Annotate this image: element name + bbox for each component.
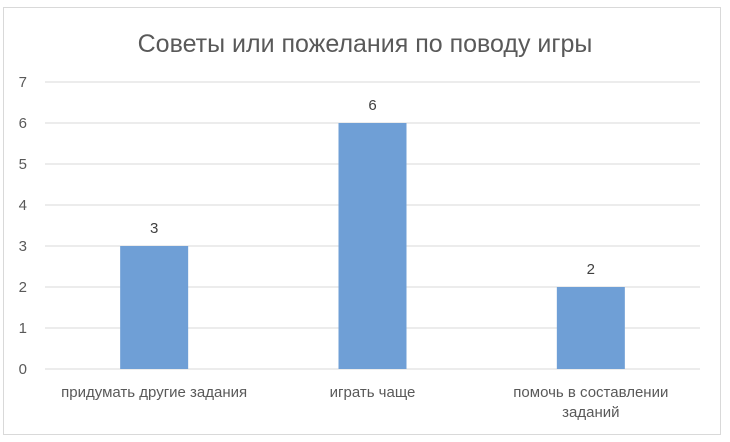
category-label: заданий	[562, 404, 619, 421]
y-tick-label: 3	[19, 238, 27, 255]
bar	[338, 123, 407, 369]
category-label: придумать другие задания	[61, 384, 247, 401]
data-label: 3	[150, 220, 158, 237]
x-axis-categories: придумать другие задания играть чаще помоч…	[61, 384, 668, 421]
y-tick-label: 0	[19, 361, 27, 378]
bar	[556, 287, 625, 369]
bars	[120, 123, 625, 369]
bar	[120, 246, 189, 369]
data-label: 2	[587, 261, 595, 278]
data-labels: 3 6 2	[150, 97, 595, 278]
chart-title: Советы или пожелания по поводу игры	[138, 30, 593, 58]
data-label: 6	[368, 97, 376, 114]
y-axis-ticks: 0 1 2 3 4 5 6 7	[19, 74, 27, 378]
y-tick-label: 2	[19, 279, 27, 296]
y-tick-label: 1	[19, 320, 27, 337]
y-tick-label: 4	[19, 197, 27, 214]
category-label: помочь в составлении	[513, 384, 668, 401]
y-tick-label: 7	[19, 74, 27, 91]
y-tick-label: 5	[19, 156, 27, 173]
category-label: играть чаще	[330, 384, 416, 401]
y-tick-label: 6	[19, 115, 27, 132]
